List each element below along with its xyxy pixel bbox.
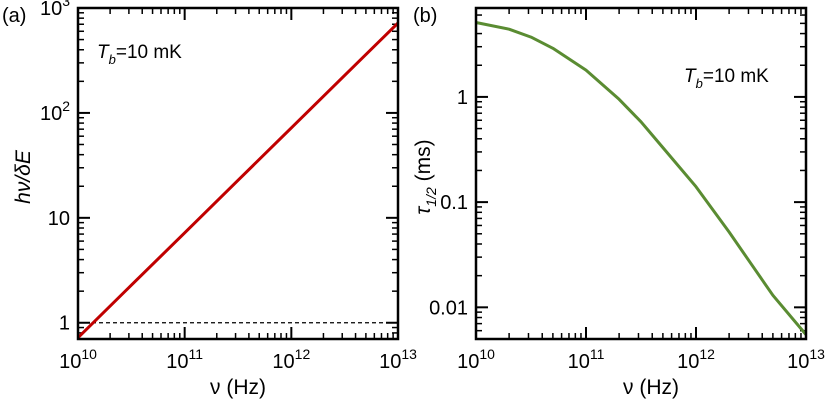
y-tick-label: 0.1 [440, 192, 468, 214]
x-tick-label: 1012 [272, 346, 310, 373]
x-tick-label: 1011 [568, 346, 605, 373]
panel-a: (a) hν/δE ν (Hz) Tb=10 mK 1010 1011 1012 10… [2, 0, 417, 399]
y-tick-label: 103 [40, 0, 70, 20]
x-tick-label: 1013 [379, 346, 417, 373]
x-tick-label: 1010 [59, 346, 97, 373]
y-axis-label: τ1/2 (ms) [412, 139, 439, 214]
x-tick-label: 1011 [166, 346, 203, 373]
x-axis-label: ν (Hz) [623, 376, 679, 399]
x-tick-label: 1010 [457, 346, 495, 373]
series-line [475, 21, 808, 336]
y-tick-label: 1 [59, 313, 70, 335]
temperature-annotation: Tb=10 mK [684, 66, 769, 91]
panel-label: (a) [2, 5, 26, 27]
plot-area [76, 21, 400, 339]
x-tick-label: 1013 [787, 346, 825, 373]
tick-labels: 1010 1011 1012 1013 1 10 102 103 [40, 0, 417, 373]
plot-frame [474, 6, 808, 341]
series-line [76, 21, 400, 339]
plot-area [475, 21, 808, 336]
panel-b: (b) τ1/2 (ms) ν (Hz) Tb=10 mK 1010 1011 10… [412, 5, 825, 399]
y-axis-label: hν/δE [12, 149, 35, 204]
x-axis-label: ν (Hz) [210, 376, 266, 399]
y-tick-label: 10 [48, 208, 70, 230]
temperature-annotation: Tb=10 mK [97, 42, 182, 67]
tick-labels: 1010 1011 1012 1013 0.01 0.1 1 [429, 87, 825, 373]
y-tick-label: 1 [457, 87, 468, 109]
y-tick-label: 102 [40, 98, 70, 125]
panel-label: (b) [413, 5, 437, 27]
y-tick-label: 0.01 [429, 297, 468, 319]
ticks [475, 7, 807, 340]
plot-frame [76, 6, 400, 341]
x-tick-label: 1012 [677, 346, 715, 373]
